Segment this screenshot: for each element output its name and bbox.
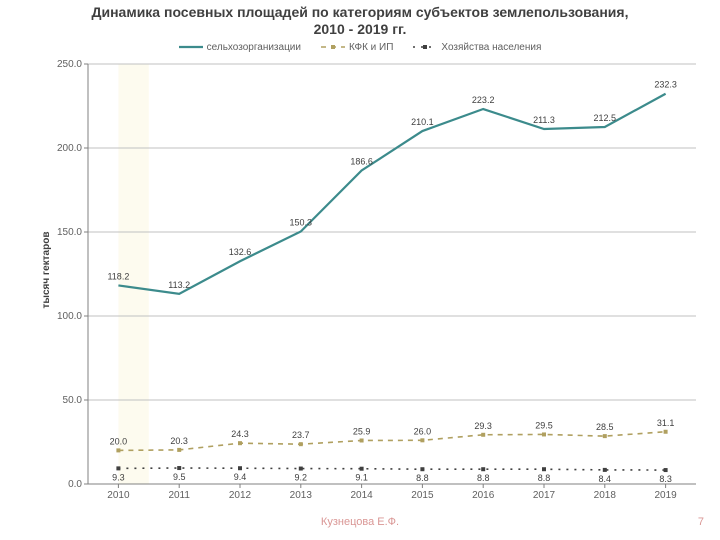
series-marker [238,441,242,445]
data-label: 28.5 [596,422,614,432]
footer-credit: Кузнецова Е.Ф. [0,516,720,528]
data-label: 9.5 [173,472,186,482]
plot-area: 0.0 50.0 100.0 150.0 200.0 250.0 2010 2011 2012 2… [56,58,706,508]
data-label: 8.8 [416,473,429,483]
data-label: 29.5 [535,420,553,430]
data-label: 9.1 [355,473,368,483]
series-marker [360,467,364,471]
data-label: 31.1 [657,418,675,428]
data-label: 8.8 [538,473,551,483]
data-label: 9.4 [234,472,247,482]
x-tick-label: 2015 [411,490,434,501]
legend-label: сельхозорганизации [207,42,301,53]
legend-label: КФК и ИП [349,42,393,53]
legend-swatch [321,43,345,51]
series-line [118,432,665,451]
legend: сельхозорганизации КФК и ИП Хозяйства насе… [0,42,720,53]
data-label: 20.0 [110,436,128,446]
series-marker [481,467,485,471]
data-label: 223.2 [472,95,495,105]
x-tick-label: 2016 [472,490,495,501]
data-label: 132.6 [229,247,252,257]
series-marker [299,442,303,446]
data-label: 8.8 [477,473,490,483]
data-label: 20.3 [170,436,188,446]
x-tick-label: 2019 [654,490,677,501]
data-label: 23.7 [292,430,310,440]
x-tick-label: 2012 [229,490,252,501]
legend-swatch [413,43,437,51]
series-marker [238,466,242,470]
data-label: 24.3 [231,429,249,439]
page: Динамика посевных площадей по категориям… [0,0,720,540]
legend-item: Хозяйства населения [413,42,541,53]
series-marker [116,448,120,452]
series-line [118,94,665,294]
series-marker [481,433,485,437]
series-marker [177,466,181,470]
y-tick-label: 200.0 [57,143,82,154]
data-label: 212.5 [594,113,617,123]
data-label: 9.2 [295,473,308,483]
y-tick-label: 100.0 [57,311,82,322]
y-tick-label: 0.0 [68,479,82,490]
page-number: 7 [698,516,704,528]
series-marker [360,438,364,442]
series-marker [299,467,303,471]
data-label: 211.3 [533,115,555,125]
legend-swatch [179,43,203,51]
legend-item: КФК и ИП [321,42,393,53]
y-tick-label: 250.0 [57,59,82,70]
x-tick-label: 2018 [594,490,617,501]
series-marker [116,466,120,470]
data-label: 210.1 [411,117,434,127]
series-marker [664,430,668,434]
x-tick-label: 2014 [350,490,373,501]
data-label: 26.0 [414,426,432,436]
legend-item: сельхозорганизации [179,42,301,53]
data-label: 118.2 [107,271,129,281]
data-label: 186.6 [350,157,373,167]
x-tick-label: 2013 [290,490,313,501]
y-tick-label: 50.0 [63,395,83,406]
data-label: 150.3 [290,217,313,227]
data-label: 25.9 [353,426,371,436]
data-label: 113.2 [168,280,190,290]
y-axis-title: тысяч гектаров [41,232,52,309]
x-tick-label: 2011 [168,490,190,501]
series-marker [542,432,546,436]
chart-title: Динамика посевных площадей по категориям… [0,4,720,38]
data-label: 8.3 [659,474,672,484]
x-tick-label: 2010 [107,490,130,501]
series-marker [420,438,424,442]
data-label: 8.4 [599,474,612,484]
series-marker [542,467,546,471]
legend-label: Хозяйства населения [441,42,541,53]
data-label: 232.3 [654,80,677,90]
series-marker [177,448,181,452]
series-marker [420,467,424,471]
series-marker [664,468,668,472]
data-label: 9.3 [112,472,125,482]
y-tick-label: 150.0 [57,227,82,238]
x-tick-label: 2017 [533,490,556,501]
data-label: 29.3 [474,421,492,431]
series-line [118,468,665,470]
series-marker [603,468,607,472]
series-marker [603,434,607,438]
